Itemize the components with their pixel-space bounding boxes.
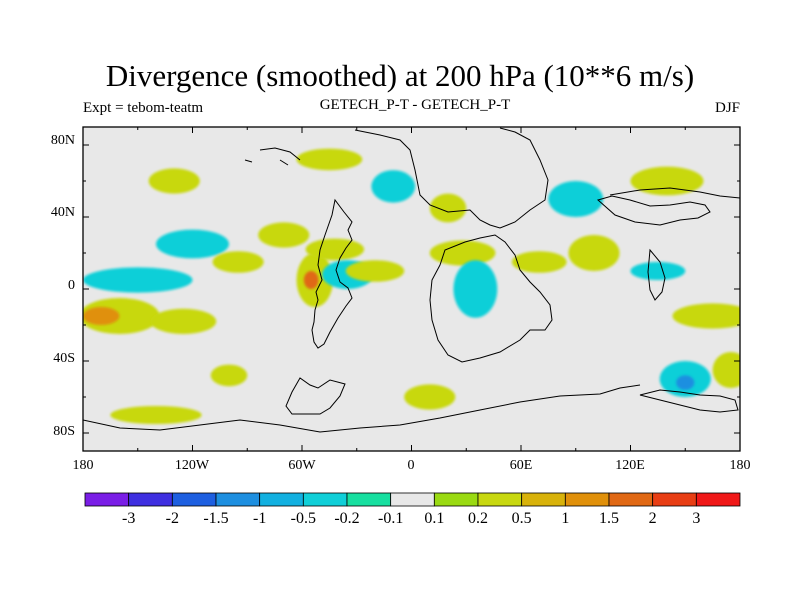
lat-label-80s: 80S: [53, 424, 75, 439]
colorbar-swatch: [259, 492, 304, 507]
colorbar-label: -1.5: [203, 510, 229, 527]
colorbar-label: -2: [165, 510, 179, 527]
colorbar: [84, 492, 741, 507]
colorbar-swatch: [652, 492, 697, 507]
contour-region: [371, 170, 416, 203]
contour-region: [83, 267, 193, 293]
contour-region: [429, 193, 467, 223]
lon-label-0: 0: [407, 458, 415, 473]
colorbar-swatch: [695, 492, 741, 507]
lat-label-0: 0: [68, 278, 75, 293]
lon-label-60w: 60W: [288, 458, 316, 473]
coastline-layer: [83, 127, 740, 433]
contour-region: [212, 251, 264, 273]
colorbar-swatch: [171, 492, 217, 507]
lon-label-180w: 180: [72, 458, 94, 473]
contour-region: [345, 260, 405, 282]
contour-region: [110, 406, 202, 424]
colorbar-label: -0.5: [290, 510, 316, 527]
coastline-arctic-islands: [244, 147, 301, 166]
colorbar-label: 0.2: [468, 510, 488, 527]
colorbar-label: 1.5: [599, 510, 619, 527]
colorbar-swatch: [302, 492, 348, 507]
colorbar-swatch: [608, 492, 654, 507]
contour-region: [712, 352, 740, 388]
contour-region: [630, 262, 686, 280]
coastline-siberia: [609, 187, 740, 199]
plot-title: Divergence (smoothed) at 200 hPa (10**6 …: [105, 58, 695, 93]
coastline-east-asia: [596, 195, 711, 226]
coastline-australia: [639, 389, 739, 413]
lon-label-120e: 120E: [615, 458, 645, 473]
comparison-label: GETECH_P-T - GETECH_P-T: [319, 97, 511, 113]
contour-region: [404, 384, 456, 410]
colorbar-label: 1: [561, 510, 570, 527]
colorbar-swatch: [433, 492, 479, 507]
coastline-antarctica: [83, 384, 641, 433]
colorbar-label: 2: [648, 510, 657, 527]
contour-region: [258, 222, 310, 248]
contour-region: [296, 148, 363, 171]
contour-region: [511, 251, 567, 273]
contour-region: [83, 307, 120, 325]
colorbar-label: 3: [692, 510, 701, 527]
contour-region: [148, 168, 200, 194]
lat-label-40s: 40S: [53, 351, 75, 366]
colorbar-swatch: [84, 492, 130, 507]
contour-region: [305, 238, 365, 261]
colorbar-label: -1: [252, 510, 267, 527]
lon-label-180e: 180: [729, 458, 751, 473]
contour-fill-layer: [83, 148, 740, 424]
colorbar-label: -3: [121, 510, 136, 527]
contour-region: [548, 181, 604, 217]
contour-region: [210, 364, 248, 387]
colorbar-label: -0.1: [377, 510, 404, 527]
contour-region: [630, 166, 704, 196]
lat-label-80n: 80N: [50, 133, 75, 148]
contour-region: [676, 375, 695, 390]
colorbar-swatch: [521, 492, 566, 507]
lon-label-60e: 60E: [509, 458, 533, 473]
coastline-africa: [429, 234, 553, 363]
colorbar-swatch: [215, 492, 261, 507]
contour-region: [429, 240, 496, 266]
colorbar-label: 0.1: [424, 510, 445, 527]
colorbar-swatch: [346, 492, 392, 507]
colorbar-swatch: [564, 492, 610, 507]
lon-label-120w: 120W: [174, 458, 210, 473]
coastline-north-america: [311, 198, 353, 349]
contour-region: [672, 303, 740, 329]
contour-region: [150, 308, 217, 334]
lat-label-40n: 40N: [50, 205, 75, 220]
experiment-label: Expt = tebom-teatm: [83, 100, 204, 116]
axis-ticks: [82, 127, 741, 451]
coastline-laurasia: [354, 127, 549, 229]
colorbar-swatch: [477, 492, 523, 507]
contour-region: [303, 271, 319, 289]
contour-region: [453, 260, 498, 318]
contour-region: [568, 235, 620, 271]
colorbar-swatch: [128, 492, 173, 507]
colorbar-swatch: [390, 492, 435, 507]
colorbar-label: -0.2: [334, 510, 360, 527]
coastline-antarctic-peninsula: [285, 377, 346, 415]
colorbar-label: 0.5: [511, 510, 532, 527]
season-label: DJF: [714, 100, 740, 116]
coastline-india: [647, 248, 666, 301]
contour-region: [83, 298, 160, 334]
contour-region: [156, 229, 229, 259]
